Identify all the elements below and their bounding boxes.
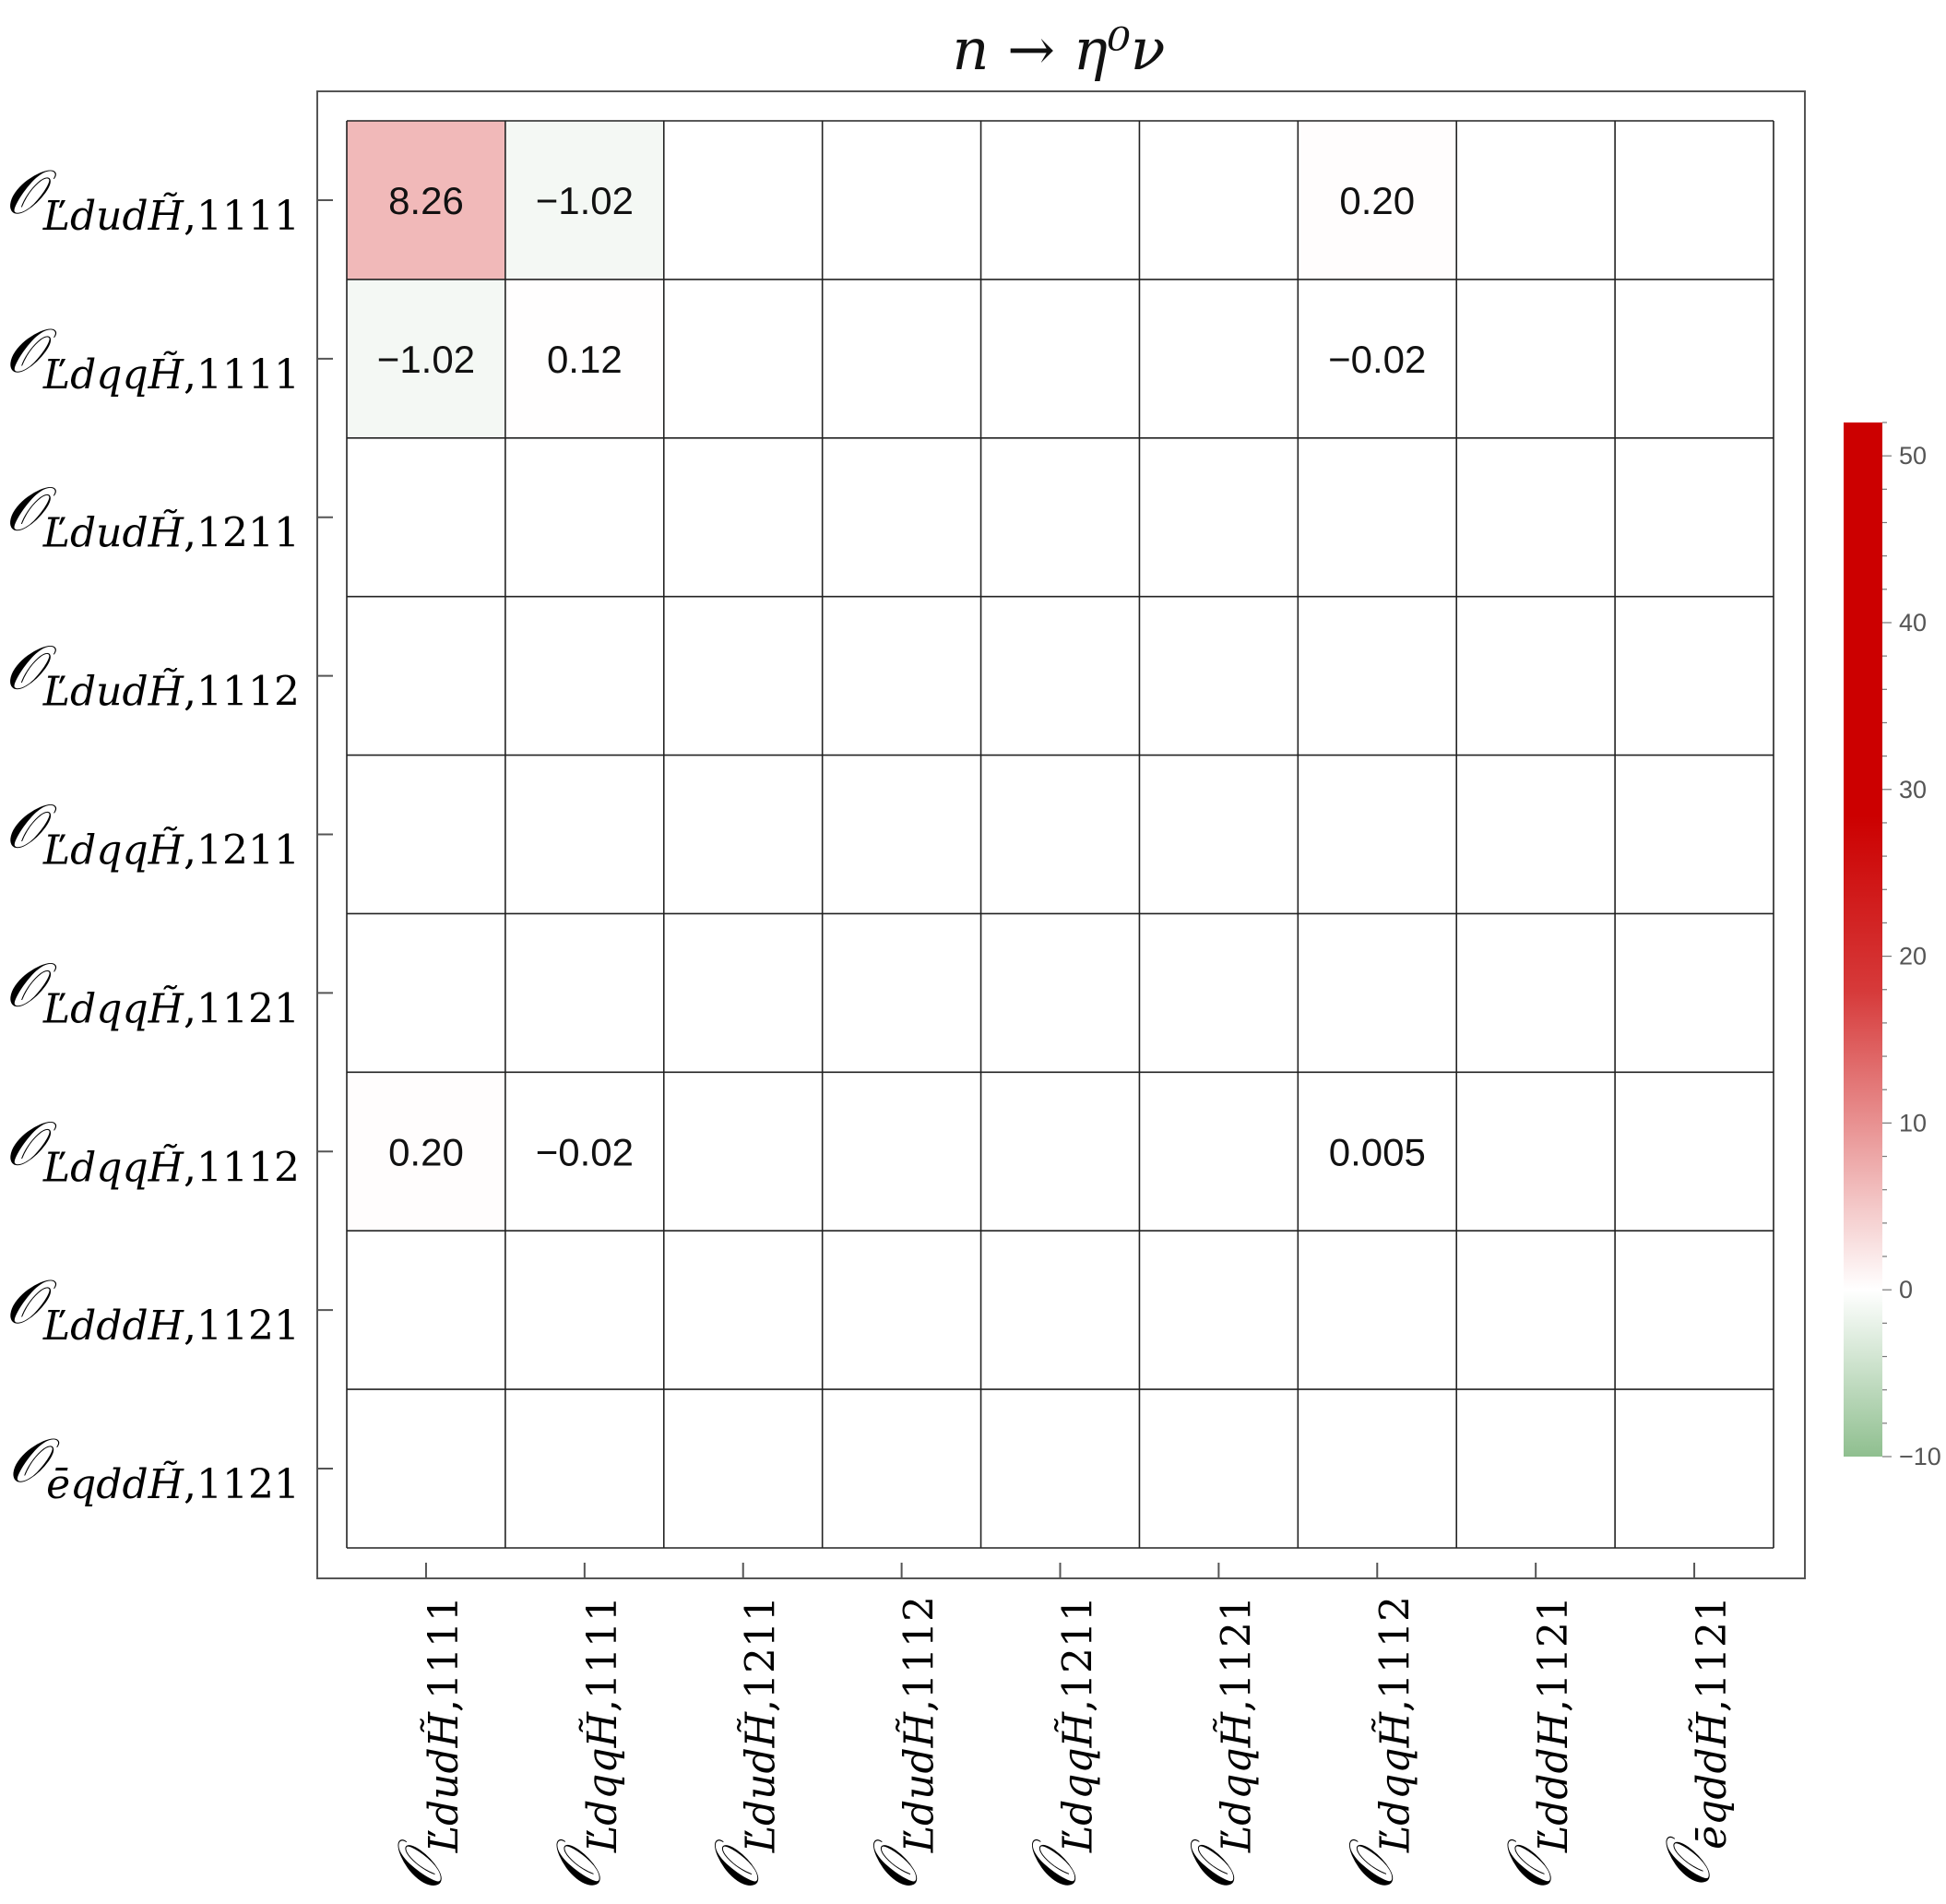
chart-title: n → η⁰ν (953, 16, 1166, 83)
operator-label: 𝒪ĽdudH̃,1111 (5, 157, 300, 240)
colorbar-tick-label: 20 (1899, 943, 1927, 970)
colorbar-tick-label: 0 (1899, 1276, 1913, 1303)
x-axis: 𝒪ĽdudH̃,1111 𝒪ĽdqqH̃,1111 𝒪ĽdudH̃,1211 𝒪Ľdu… (385, 1563, 1736, 1891)
y-axis: 𝒪ĽdudH̃,1111 𝒪ĽdqqH̃,1111 𝒪ĽdudH̃,1211 𝒪Ľdu… (5, 157, 333, 1508)
cell-value: 0.20 (1339, 179, 1415, 222)
colorbar-tick-label: 30 (1899, 776, 1927, 803)
cell-value: −0.02 (1328, 338, 1426, 381)
heatmap-cell (504, 1072, 664, 1232)
operator-label: 𝒪ĽdudH̃,1211 (702, 1596, 785, 1891)
heatmap-cell (347, 121, 505, 280)
colorbar-tick-label: 10 (1899, 1109, 1927, 1136)
operator-label: 𝒪ĽdqqH̃,1112 (5, 1108, 300, 1191)
cell-value: −0.02 (536, 1130, 634, 1173)
heatmap-cell (347, 279, 505, 438)
operator-label: 𝒪ĽdqqH̃,1111 (5, 315, 300, 399)
operator-label: 𝒪ĽdddH,1121 (1494, 1596, 1577, 1891)
heatmap-cell (1298, 121, 1457, 280)
heatmap-cell (1298, 1072, 1457, 1232)
heatmap-cell (1298, 279, 1457, 438)
heatmap-cells (347, 121, 1457, 1232)
cell-value: −1.02 (536, 179, 634, 222)
heatmap-grid (346, 120, 1774, 1549)
cell-value: 8.26 (388, 179, 464, 222)
operator-label: 𝒪ĽdudH̃,1211 (5, 474, 300, 557)
colorbar-tick-label: 40 (1899, 609, 1927, 637)
operator-label: 𝒪ĽdqqH̃,1111 (543, 1596, 626, 1891)
operator-label: 𝒪ĽdqqH̃,1112 (1335, 1596, 1418, 1891)
cell-value: 0.20 (388, 1130, 464, 1173)
heatmap-cell (347, 1072, 505, 1232)
heatmap-cell (504, 279, 664, 438)
colorbar-tick-label: −10 (1899, 1443, 1941, 1470)
operator-label: 𝒪ĽdudH̃,1111 (385, 1596, 468, 1891)
operator-label: 𝒪ĽdqqH̃,1211 (1019, 1596, 1102, 1891)
operator-label: 𝒪ĽdudH̃,1112 (5, 633, 300, 716)
cell-value: 0.12 (547, 338, 623, 381)
cell-value: 0.005 (1329, 1130, 1426, 1173)
operator-label: 𝒪ĽdqqH̃,1211 (5, 791, 300, 875)
operator-label: 𝒪ēqddH̃,1121 (8, 1425, 301, 1508)
operator-label: 𝒪ĽdddH,1121 (5, 1267, 300, 1350)
colorbar-gradient (1844, 422, 1882, 1457)
cell-value: −1.02 (377, 338, 475, 381)
colorbar: −10 0 10 20 30 40 50 (1844, 422, 1941, 1470)
operator-label: 𝒪ĽdudH̃,1112 (860, 1596, 943, 1891)
colorbar-tick-label: 50 (1899, 442, 1927, 470)
operator-label: 𝒪ĽdqqH̃,1121 (1177, 1596, 1260, 1891)
operator-label: 𝒪ĽdqqH̃,1121 (5, 949, 300, 1032)
cell-values: 8.26 −1.02 0.20 −1.02 0.12 −0.02 0.20 −0.02 0.00… (377, 179, 1427, 1173)
operator-label: 𝒪ēqddH̃,1121 (1653, 1596, 1736, 1888)
heatmap-cell (504, 121, 664, 280)
